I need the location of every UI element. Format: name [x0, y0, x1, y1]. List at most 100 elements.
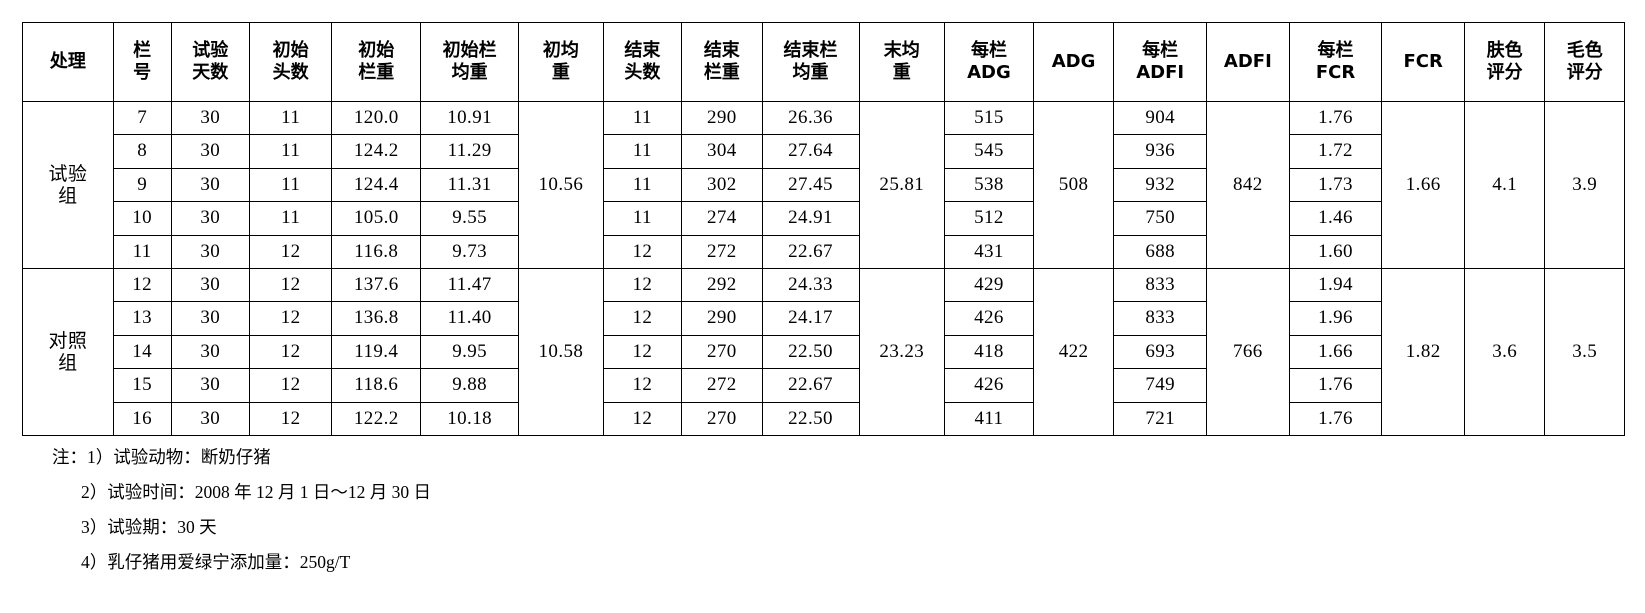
- cell-init-pen-avg: 11.31: [420, 167, 520, 203]
- table-row: 8 30 11 124.2 11.29 11 304 27.64 545 936…: [23, 134, 1625, 169]
- cell-init-pen-wt: 120.0: [331, 100, 422, 136]
- cell-pen: 10: [112, 201, 172, 236]
- table-notes: 注：1）试验动物：断奶仔猪 2）试验时间：2008 年 12 月 1 日～12 …: [22, 440, 1322, 580]
- header-pen-adfi: 每栏 ADFI: [1113, 22, 1208, 102]
- table-row: 16 30 12 122.2 10.18 12 270 22.50 411 72…: [23, 401, 1625, 436]
- header-trial-days-line-1: 试验: [192, 40, 229, 62]
- note-line-3: 3）试验期：30 天: [81, 517, 217, 537]
- cell-init-head: 12: [248, 267, 333, 303]
- cell-final-pen-wt: 302: [681, 167, 763, 203]
- cell-pen-adg: 426: [944, 368, 1034, 403]
- cell-group-adg: 508: [1032, 101, 1115, 269]
- note-line-4: 4）乳仔猪用爱绿宁添加量：250g/T: [81, 552, 351, 572]
- cell-pen-fcr: 1.72: [1288, 134, 1383, 169]
- cell-pen-adg: 538: [944, 167, 1034, 203]
- cell-group-final-avg-weight: 23.23: [858, 267, 946, 436]
- cell-init-pen-wt: 124.4: [331, 167, 422, 203]
- header-pen-fcr: 每栏 FCR: [1288, 22, 1383, 102]
- cell-init-pen-wt: 119.4: [331, 334, 422, 370]
- header-fcr-line-1: FCR: [1403, 51, 1443, 73]
- header-initial-head-count-line-1: 初始: [272, 40, 309, 62]
- cell-pen-adfi: 749: [1113, 368, 1208, 403]
- cell-pen-fcr: 1.76: [1288, 401, 1383, 436]
- cell-final-head: 12: [602, 234, 683, 269]
- cell-final-pen-wt: 274: [681, 201, 763, 236]
- header-initial-pen-avg-weight-line-2: 均重: [451, 62, 488, 83]
- header-initial-pen-weight-line-1: 初始: [358, 40, 395, 62]
- cell-days: 30: [170, 401, 250, 436]
- header-adg-line-1: ADG: [1051, 51, 1096, 73]
- header-treatment: 处理: [22, 22, 114, 102]
- header-treatment-line-1: 处理: [49, 51, 86, 73]
- header-pen-fcr-line-2: FCR: [1315, 62, 1356, 83]
- cell-init-head: 11: [248, 167, 333, 203]
- header-skin-color-score-line-1: 肤色: [1486, 40, 1523, 62]
- cell-pen: 13: [112, 301, 172, 336]
- cell-init-head: 12: [248, 234, 333, 269]
- cell-final-pen-avg: 22.50: [761, 334, 860, 370]
- cell-init-pen-wt: 105.0: [331, 201, 422, 236]
- cell-init-pen-avg: 9.88: [420, 368, 520, 403]
- cell-final-pen-wt: 290: [681, 301, 763, 336]
- table-row: 9 30 11 124.4 11.31 11 302 27.45 538 932…: [23, 167, 1625, 203]
- cell-pen-fcr: 1.94: [1288, 267, 1383, 303]
- cell-pen: 7: [112, 100, 172, 136]
- cell-pen: 15: [112, 368, 172, 403]
- header-final-avg-weight-line-1: 末均: [883, 40, 920, 62]
- table-row: 对照 组 12 30 12 137.6 11.47 10.58 12 292 2…: [22, 267, 1625, 436]
- cell-final-pen-wt: 290: [681, 100, 763, 136]
- cell-group-final-avg-weight: 25.81: [858, 101, 946, 269]
- cell-pen-fcr: 1.73: [1288, 167, 1383, 203]
- cell-days: 30: [170, 100, 250, 136]
- cell-final-head: 11: [602, 134, 683, 169]
- cell-pen-adg: 431: [944, 234, 1034, 269]
- header-hair-color-score-line-1: 毛色: [1566, 40, 1603, 62]
- header-initial-avg-weight: 初均 重: [518, 22, 604, 102]
- group-label-control: 对照 组: [22, 267, 114, 436]
- header-adfi: ADFI: [1206, 22, 1290, 102]
- cell-final-head: 11: [602, 201, 683, 236]
- cell-final-pen-avg: 24.17: [761, 301, 860, 336]
- cell-pen: 16: [112, 401, 172, 436]
- header-trial-days-line-2: 天数: [192, 62, 229, 83]
- table-row: 15 30 12 118.6 9.88 12 272 22.67 426 749…: [23, 368, 1625, 403]
- cell-pen-adfi: 904: [1113, 100, 1208, 136]
- cell-init-head: 12: [248, 334, 333, 370]
- cell-final-head: 12: [602, 401, 683, 436]
- cell-pen-adg: 418: [944, 334, 1034, 370]
- cell-init-pen-avg: 10.91: [420, 100, 520, 136]
- cell-final-pen-wt: 292: [681, 267, 763, 303]
- header-pen-adg-line-1: 每栏: [970, 40, 1007, 62]
- header-row: 处理 栏 号 试验 天数 初始 头数 初始: [22, 22, 1625, 102]
- header-adg: ADG: [1032, 22, 1115, 102]
- cell-final-head: 12: [602, 267, 683, 303]
- cell-pen-adfi: 833: [1113, 301, 1208, 336]
- cell-final-pen-avg: 24.91: [761, 201, 860, 236]
- cell-days: 30: [170, 267, 250, 303]
- cell-final-head: 12: [602, 368, 683, 403]
- header-initial-pen-avg-weight: 初始栏 均重: [420, 22, 520, 102]
- cell-pen-adg: 426: [944, 301, 1034, 336]
- cell-init-pen-wt: 116.8: [331, 234, 422, 269]
- cell-final-pen-avg: 26.36: [761, 100, 860, 136]
- cell-final-pen-wt: 272: [681, 234, 763, 269]
- cell-pen-fcr: 1.46: [1288, 201, 1383, 236]
- cell-final-head: 11: [602, 167, 683, 203]
- cell-pen-adfi: 932: [1113, 167, 1208, 203]
- cell-group-fcr: 1.66: [1381, 101, 1465, 269]
- cell-pen: 9: [112, 167, 172, 203]
- cell-pen: 12: [112, 267, 172, 303]
- cell-init-pen-wt: 124.2: [331, 134, 422, 169]
- cell-pen-fcr: 1.76: [1288, 100, 1383, 136]
- header-pen-adg-line-2: ADG: [967, 62, 1011, 83]
- cell-final-head: 11: [602, 100, 683, 136]
- cell-pen-adfi: 721: [1113, 401, 1208, 436]
- cell-init-pen-avg: 9.73: [420, 234, 520, 269]
- header-final-avg-weight: 末均 重: [858, 22, 946, 102]
- cell-init-head: 11: [248, 134, 333, 169]
- cell-init-pen-wt: 136.8: [331, 301, 422, 336]
- header-initial-head-count: 初始 头数: [248, 22, 333, 102]
- cell-final-pen-wt: 270: [681, 401, 763, 436]
- cell-final-pen-avg: 27.45: [761, 167, 860, 203]
